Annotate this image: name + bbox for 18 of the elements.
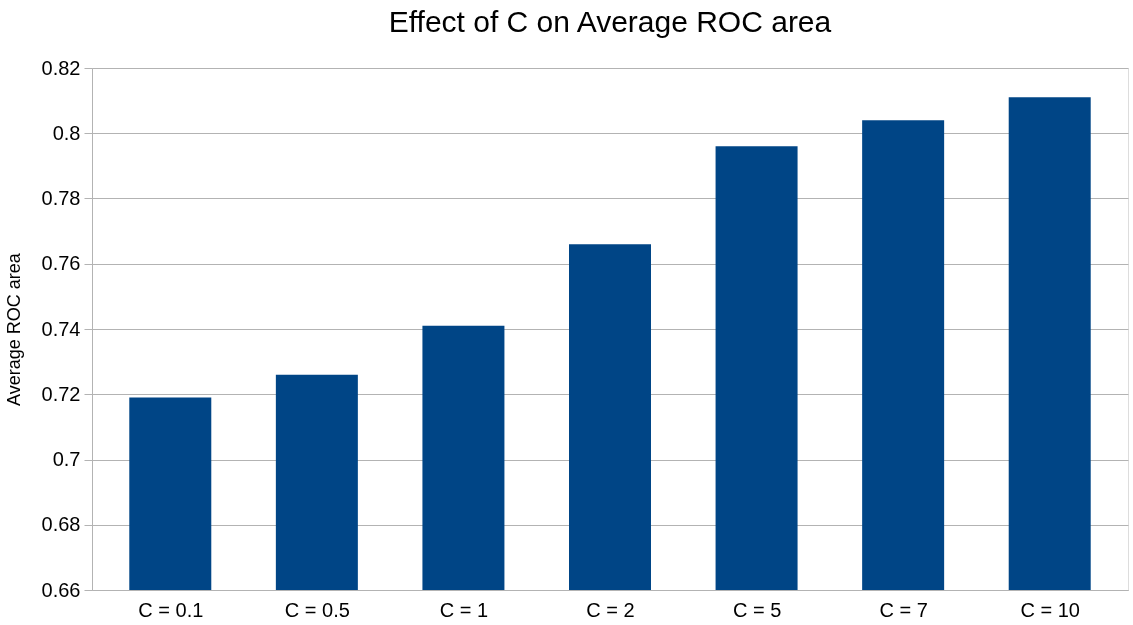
y-tick-label: 0.7 [52, 448, 81, 470]
y-tick-label: 0.74 [41, 317, 81, 340]
x-tick-label: C = 10 [1020, 598, 1080, 621]
x-tick-label: C = 5 [732, 598, 782, 621]
y-tick-label: 0.68 [41, 513, 81, 536]
y-tick-label: 0.76 [41, 252, 81, 275]
y-tick-label: 0.66 [41, 578, 81, 601]
x-tick-label: C = 1 [439, 598, 489, 621]
y-axis-title: Average ROC area [3, 252, 24, 406]
x-tick-label: C = 2 [586, 598, 635, 621]
x-tick-label: C = 0.1 [138, 598, 204, 621]
y-tick-label: 0.8 [52, 121, 81, 144]
chart-title: Effect of C on Average ROC area [388, 5, 832, 38]
x-tick-label: C = 7 [879, 598, 928, 621]
y-tick-label: 0.72 [41, 382, 81, 405]
y-tick-label: 0.78 [41, 187, 81, 209]
x-tick-label: C = 0.5 [284, 598, 350, 621]
y-tick-label: 0.82 [41, 56, 81, 79]
